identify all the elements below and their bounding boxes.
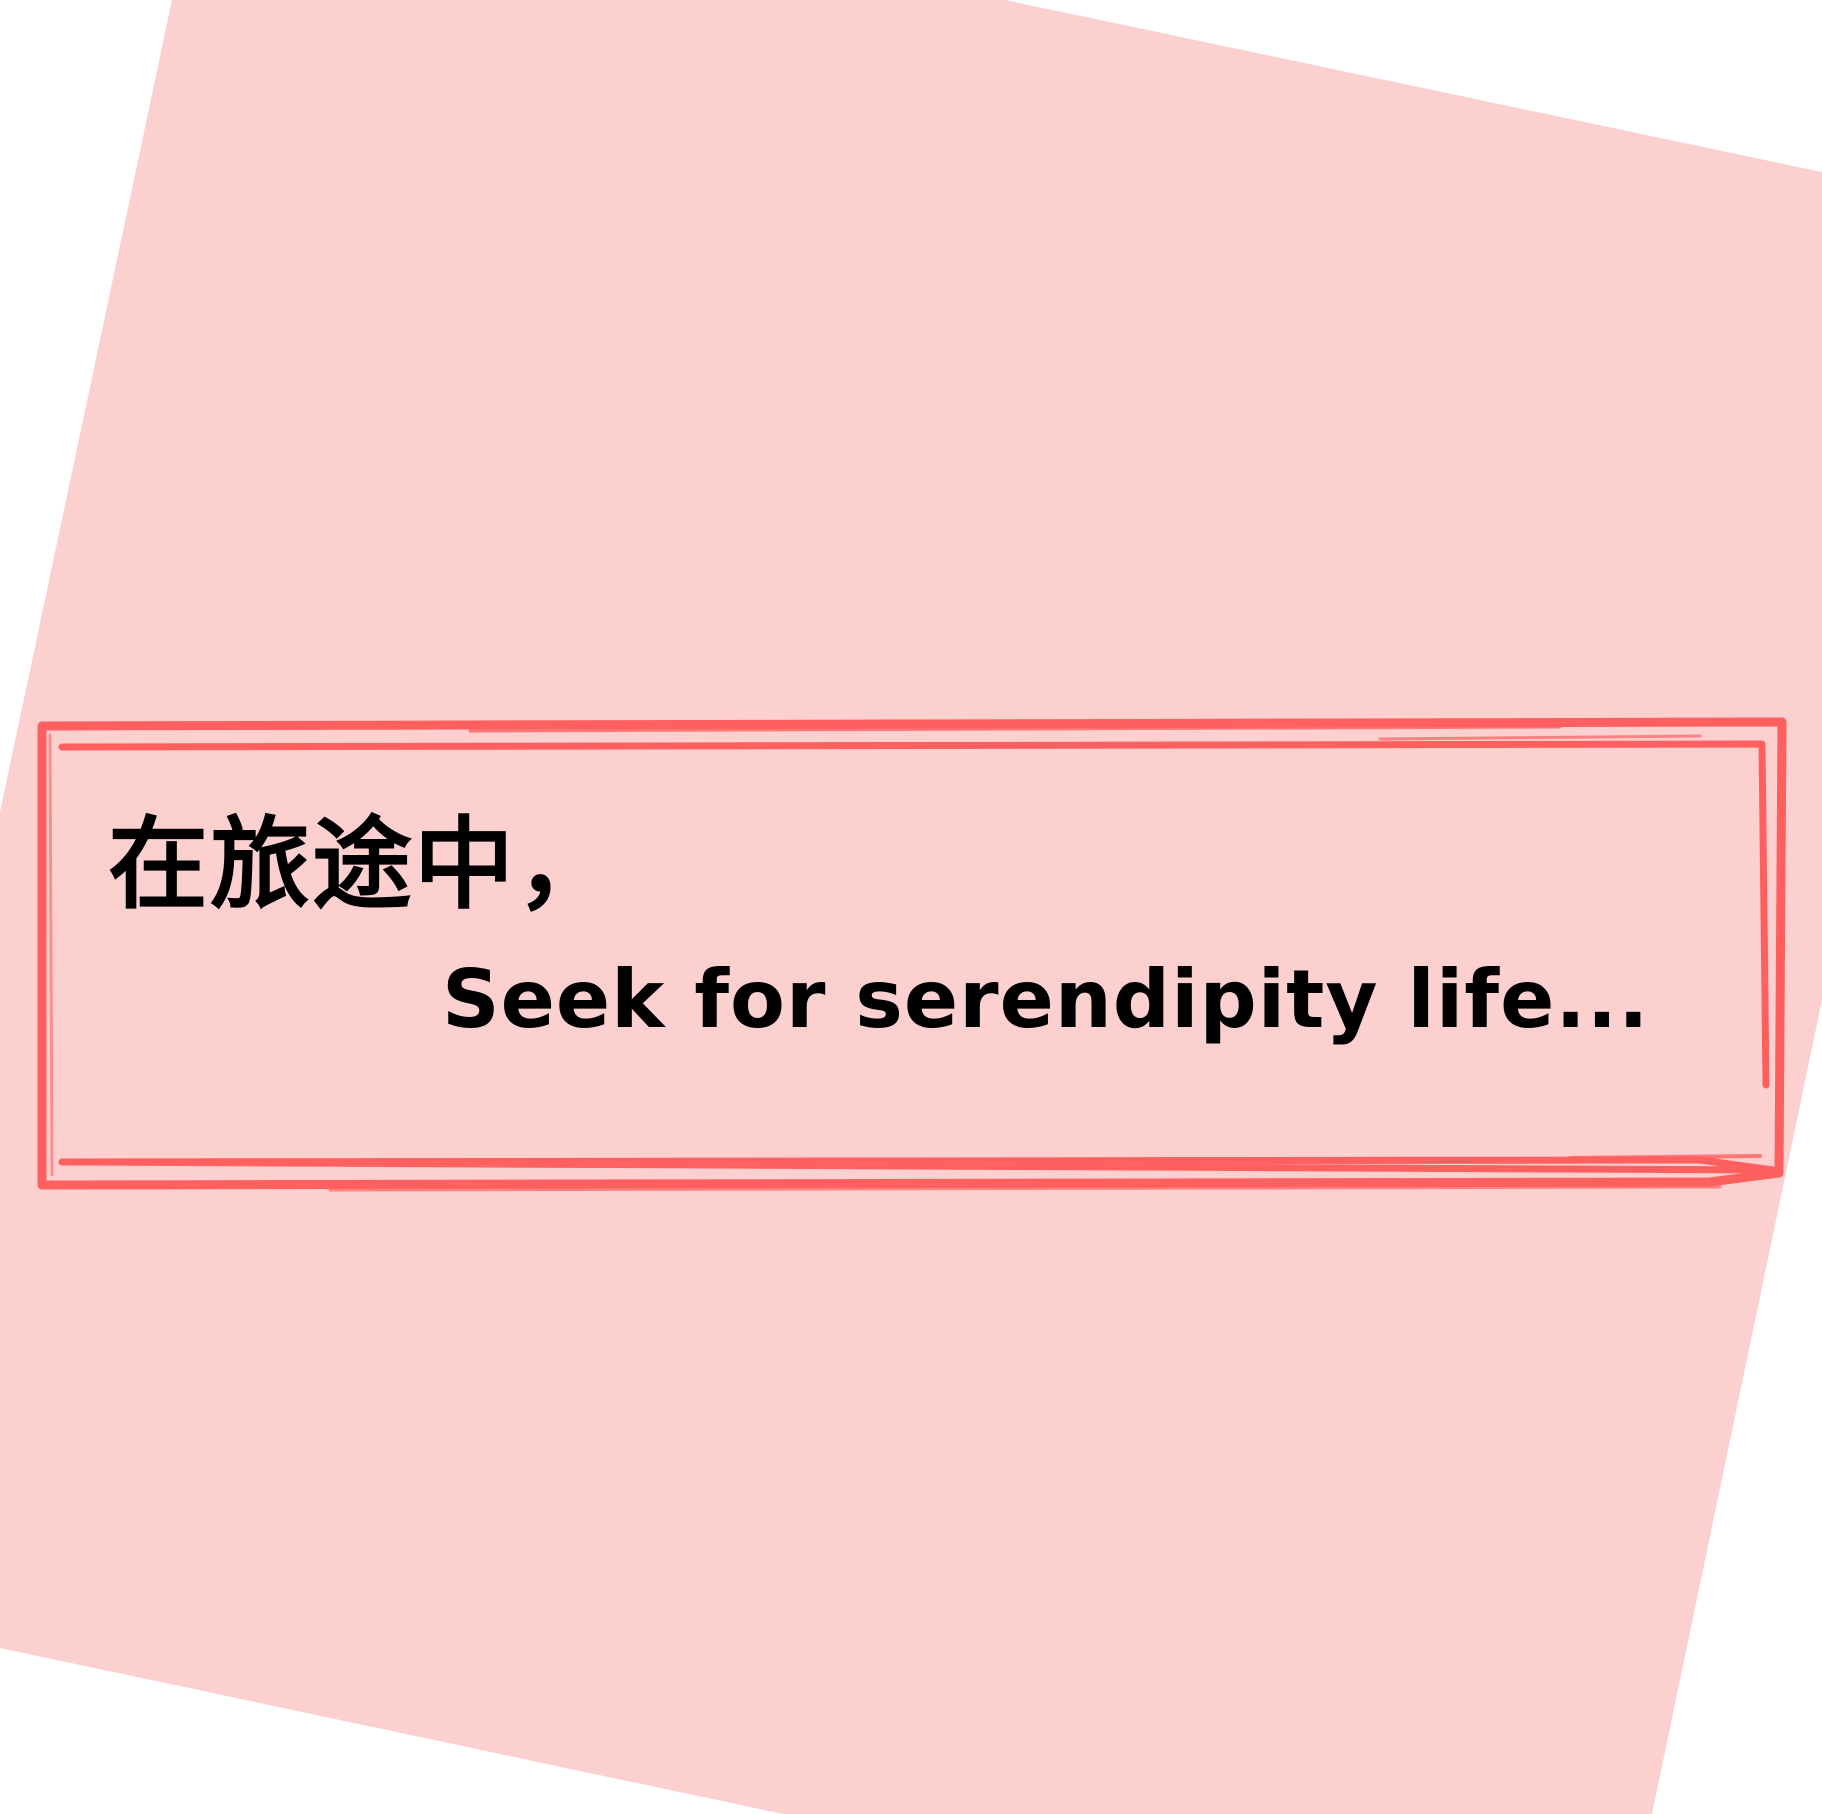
frame-outer-stroke xyxy=(37,717,1787,1190)
frame-inner-stroke xyxy=(58,740,1777,1174)
frame-brush-streak-top-2 xyxy=(1378,734,1702,741)
brush-frame xyxy=(37,717,1787,1192)
frame-brush-streak-top xyxy=(468,725,1562,733)
headline-chinese: 在旅途中， xyxy=(108,806,618,923)
frame-brush-streak-bottom xyxy=(328,1185,1722,1192)
tagline-english: Seek for serendipity life... xyxy=(442,953,1650,1046)
frame-brush-streak-left xyxy=(48,733,54,1177)
frame-brush-streak-bottom-2 xyxy=(1568,1154,1762,1160)
